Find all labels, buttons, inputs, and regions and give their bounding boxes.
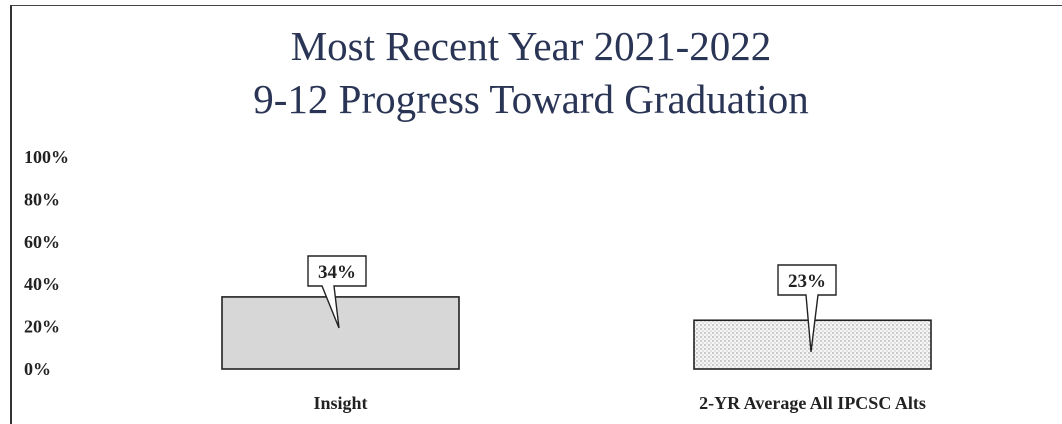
x-axis: Insight 2-YR Average All IPCSC Alts — [313, 393, 925, 413]
x-category-label: 2-YR Average All IPCSC Alts — [699, 393, 926, 413]
chart-subtitle: 9-12 Progress Toward Graduation — [253, 76, 809, 122]
y-tick-label: 20% — [24, 317, 60, 337]
data-label-callout — [307, 255, 367, 329]
data-callouts: 34% 23% — [307, 255, 837, 353]
y-tick-label: 40% — [24, 274, 60, 294]
y-tick-label: 60% — [24, 232, 60, 252]
data-label: 23% — [788, 271, 826, 292]
chart-frame — [10, 5, 1062, 424]
x-category-label: Insight — [313, 393, 367, 413]
y-tick-label: 0% — [24, 359, 51, 379]
chart-title: Most Recent Year 2021-2022 — [290, 23, 772, 69]
y-axis: 0% 20% 40% 60% 80% 100% — [24, 147, 69, 379]
data-label: 34% — [318, 262, 356, 283]
y-tick-label: 100% — [24, 147, 69, 167]
bars — [221, 296, 932, 370]
bar — [221, 296, 460, 370]
data-label-callout — [777, 264, 837, 353]
y-tick-label: 80% — [24, 189, 60, 209]
